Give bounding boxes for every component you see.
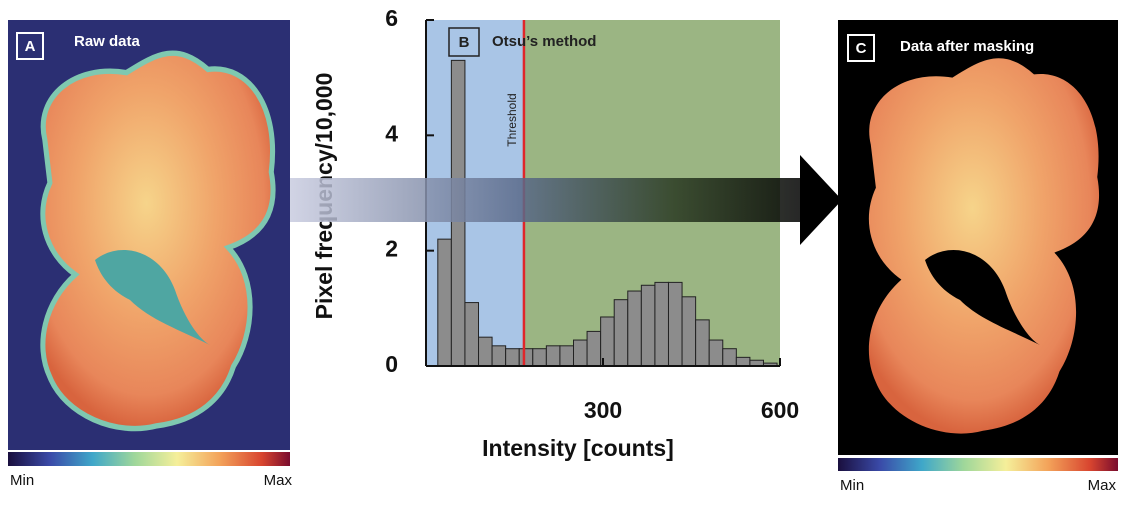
bar [627,290,642,367]
panel-a: A Raw data Min Max [8,20,292,489]
bar [586,330,602,367]
y-tick-label: 6 [385,5,398,31]
bar [478,336,493,367]
bar [545,345,561,367]
colorbar [838,458,1118,471]
panel-letter: A [25,38,36,55]
panel-letter-box [448,27,480,57]
bar [640,284,656,367]
panel-c: C Data after masking Min Max [838,20,1118,494]
panel-letter-box [16,32,44,60]
bar [464,302,480,367]
bar [681,296,697,367]
panel-title: Raw data [74,33,141,50]
panel-letter-box [847,34,875,62]
bar [695,319,710,367]
arrow-shaft [290,178,802,222]
tissue-detail [95,250,210,345]
bar [437,238,452,367]
bar [532,348,547,367]
colorbar-max: Max [1088,477,1117,494]
panel-title: Data after masking [900,38,1034,55]
bar [559,345,574,367]
panel-letter: C [856,40,867,57]
x-axis-label: Intensity [counts] [482,435,674,461]
bar [654,281,669,367]
bar [722,348,737,367]
bar [708,339,724,367]
chart-title: Otsu’s method [492,33,596,50]
arrow-head [800,155,842,245]
masked-region [925,250,1040,345]
y-tick-label: 4 [385,120,398,146]
colorbar-max: Max [264,472,293,489]
colorbar [8,452,290,466]
bar [491,345,507,367]
x-tick-label: 600 [761,397,799,423]
y-tick-label: 2 [385,236,398,262]
y-tick-label: 0 [385,351,398,377]
threshold-label: Threshold [505,93,519,146]
panel-letter: B [459,34,470,51]
colorbar-min: Min [10,472,34,489]
bar [518,348,534,367]
histogram-panel: Threshold B Otsu’s method 0 2 4 6 300 600 Intensi… [311,5,799,461]
colorbar-min: Min [840,477,864,494]
bar [505,348,520,367]
bar [735,356,751,367]
bar [573,339,588,367]
x-tick-label: 300 [584,397,622,423]
bar [667,281,683,367]
bar [613,299,629,367]
